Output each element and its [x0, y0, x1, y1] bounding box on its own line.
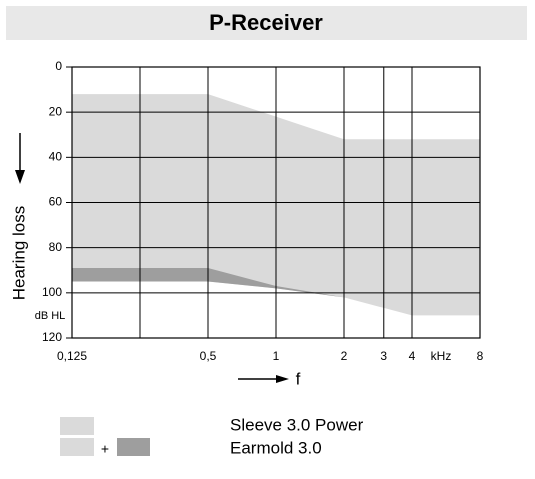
- y-tick-label: 120: [42, 330, 62, 344]
- legend-joiner: +: [101, 441, 109, 457]
- legend-label: Sleeve 3.0 Power: [230, 415, 364, 434]
- y-tick-label: 20: [49, 104, 63, 118]
- legend-swatch: [60, 438, 94, 456]
- x-arrow-head: [276, 375, 289, 383]
- y-tick-label: 0: [55, 59, 62, 73]
- y-tick-label: 40: [49, 150, 63, 164]
- x-tick-label: 0,5: [200, 349, 217, 363]
- x-tick-label: 1: [273, 349, 280, 363]
- chart-title: P-Receiver: [209, 10, 323, 35]
- y-unit: dB HL: [35, 310, 66, 322]
- y-tick-label: 60: [49, 195, 63, 209]
- legend-label: Earmold 3.0: [230, 438, 322, 457]
- x-tick-label: 2: [341, 349, 348, 363]
- y-tick-label: 100: [42, 285, 62, 299]
- title-bar: [6, 6, 527, 40]
- plot: 0 20 40 60 80 100 120 0,125 0,5 1 2 3 4 8: [42, 59, 484, 363]
- y-arrow-head: [15, 170, 25, 184]
- y-tick-label: 80: [49, 240, 63, 254]
- legend-swatch: [60, 417, 94, 435]
- y-axis-label: Hearing loss: [9, 206, 28, 301]
- legend-swatch: [117, 438, 150, 456]
- x-tick-label: 4: [409, 349, 416, 363]
- x-tick-label: 8: [477, 349, 484, 363]
- x-tick-label: 3: [380, 349, 387, 363]
- x-axis-label: f: [296, 369, 301, 388]
- x-tick-label: 0,125: [57, 349, 87, 363]
- x-unit: kHz: [431, 349, 452, 363]
- plot-frame: [71, 66, 481, 339]
